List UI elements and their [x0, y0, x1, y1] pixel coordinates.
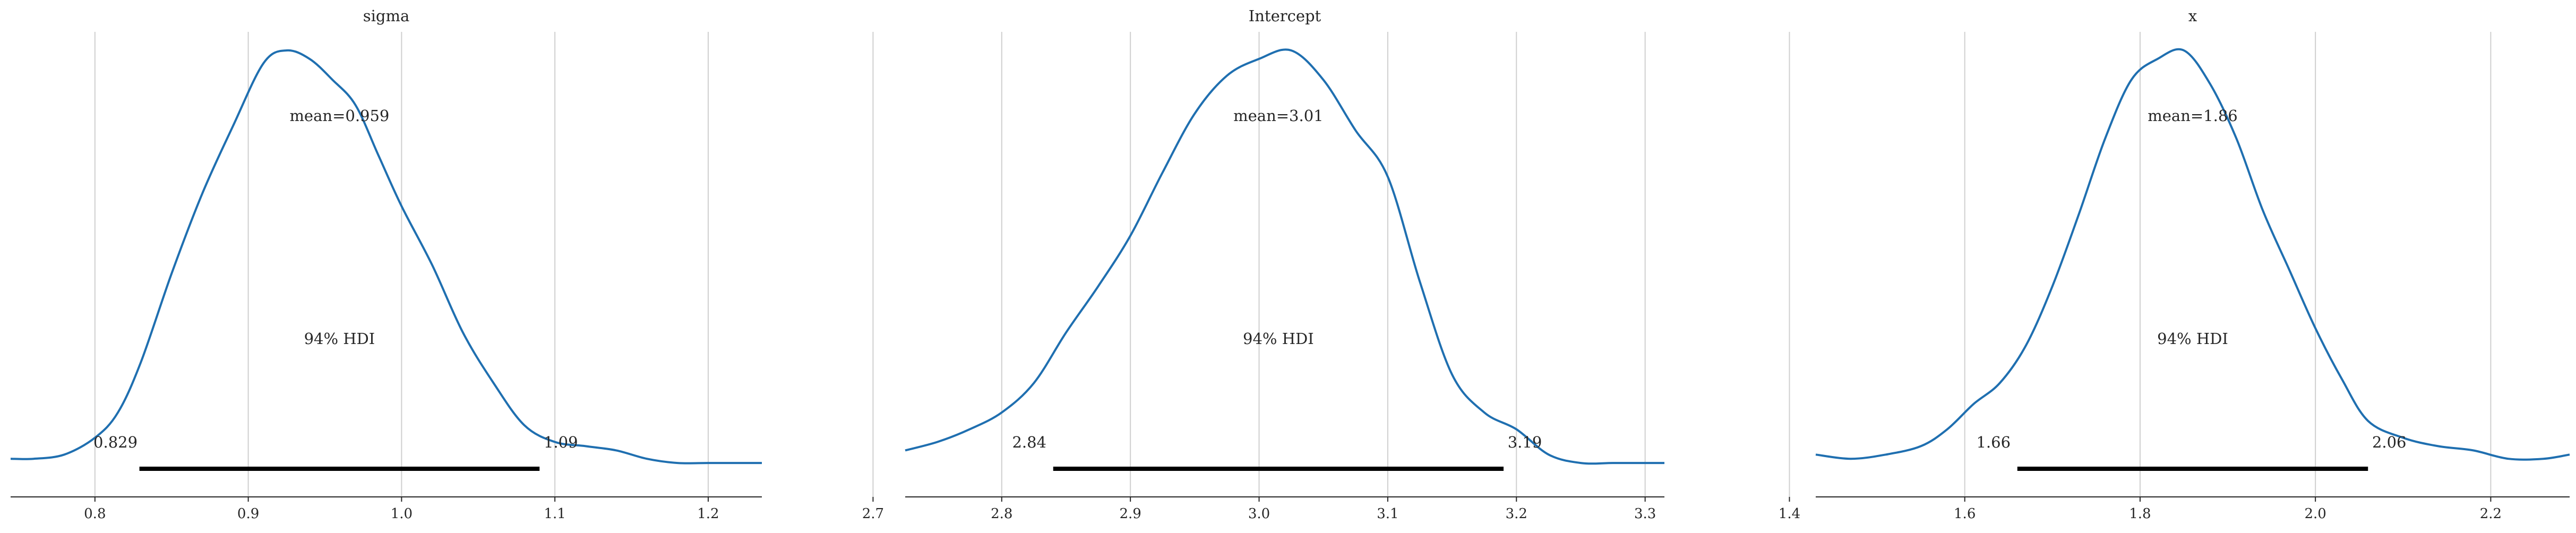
hdi-low-label: 0.829	[93, 433, 138, 451]
x-tick-label: 1.1	[544, 506, 565, 522]
posterior-density-line	[10, 49, 762, 465]
hdi-low-label: 2.84	[1012, 433, 1046, 451]
posterior-density-line	[1815, 48, 2570, 461]
panel-x: 1.4 1.6 1.8 2.0 2.2 x mean=1.86 94% HDI 1.66 2.06	[1779, 7, 2570, 522]
mean-label: mean=1.86	[2148, 107, 2238, 125]
x-tick-label: 2.8	[991, 506, 1012, 522]
x-tick-label: 3.0	[1248, 506, 1270, 522]
hdi-label: 94% HDI	[304, 330, 375, 348]
x-tick-label: 3.1	[1377, 506, 1398, 522]
panel-sigma: 0.8 0.9 1.0 1.1 1.2 sigma mean=0.959 94% HDI 0.8…	[10, 7, 762, 522]
posterior-density-line	[905, 48, 1664, 465]
hdi-high-label: 3.19	[1508, 433, 1542, 451]
hdi-label: 94% HDI	[1243, 330, 1314, 348]
x-tick-label: 0.8	[84, 506, 106, 522]
mean-label: mean=3.01	[1233, 107, 1324, 125]
panel-title: sigma	[363, 7, 410, 25]
panel-intercept: 2.7 2.8 2.9 3.0 3.1 3.2 3.3 Intercept mean=3.01 9…	[862, 7, 1664, 522]
x-tick-label: 1.6	[1954, 506, 1976, 522]
panel-title: Intercept	[1249, 7, 1321, 25]
x-tick-label: 3.2	[1506, 506, 1527, 522]
x-tick-label: 1.0	[391, 506, 413, 522]
x-tick-label: 2.2	[2480, 506, 2502, 522]
hdi-label: 94% HDI	[2157, 330, 2228, 348]
mean-label: mean=0.959	[289, 107, 389, 125]
x-tick-label: 2.0	[2304, 506, 2326, 522]
x-tick-label: 1.4	[1779, 506, 1800, 522]
x-tick-label: 1.2	[697, 506, 719, 522]
hdi-high-label: 2.06	[2372, 433, 2407, 451]
hdi-high-label: 1.09	[544, 433, 578, 451]
hdi-low-label: 1.66	[1976, 433, 2011, 451]
panel-title: x	[2188, 7, 2197, 25]
x-tick-label: 1.8	[2129, 506, 2151, 522]
x-tick-label: 3.3	[1634, 506, 1656, 522]
x-tick-label: 0.9	[237, 506, 259, 522]
x-tick-label: 2.7	[862, 506, 884, 522]
x-tick-label: 2.9	[1119, 506, 1141, 522]
